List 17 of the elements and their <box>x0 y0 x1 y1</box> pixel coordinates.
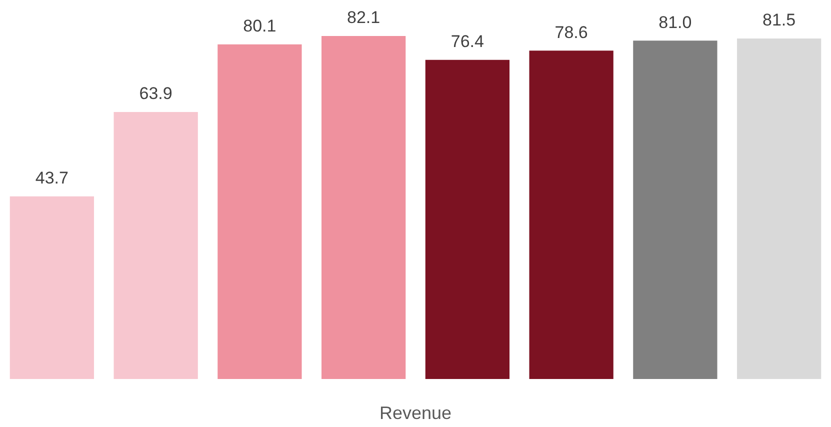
x-axis-title: Revenue <box>379 403 452 424</box>
bar <box>633 40 718 379</box>
bar <box>425 60 510 379</box>
data-label: 76.4 <box>450 32 484 52</box>
data-label: 63.9 <box>139 84 172 104</box>
data-label: 43.7 <box>35 168 68 188</box>
data-label: 80.1 <box>243 16 276 36</box>
data-label: 81.0 <box>658 12 692 32</box>
bar <box>736 38 822 379</box>
bar <box>218 44 302 379</box>
bar <box>321 36 406 379</box>
bar <box>10 196 94 379</box>
bar <box>114 112 198 379</box>
bar <box>529 50 614 379</box>
data-label: 78.6 <box>554 22 588 42</box>
data-label: 82.1 <box>347 8 380 28</box>
data-label: 81.5 <box>762 10 796 30</box>
